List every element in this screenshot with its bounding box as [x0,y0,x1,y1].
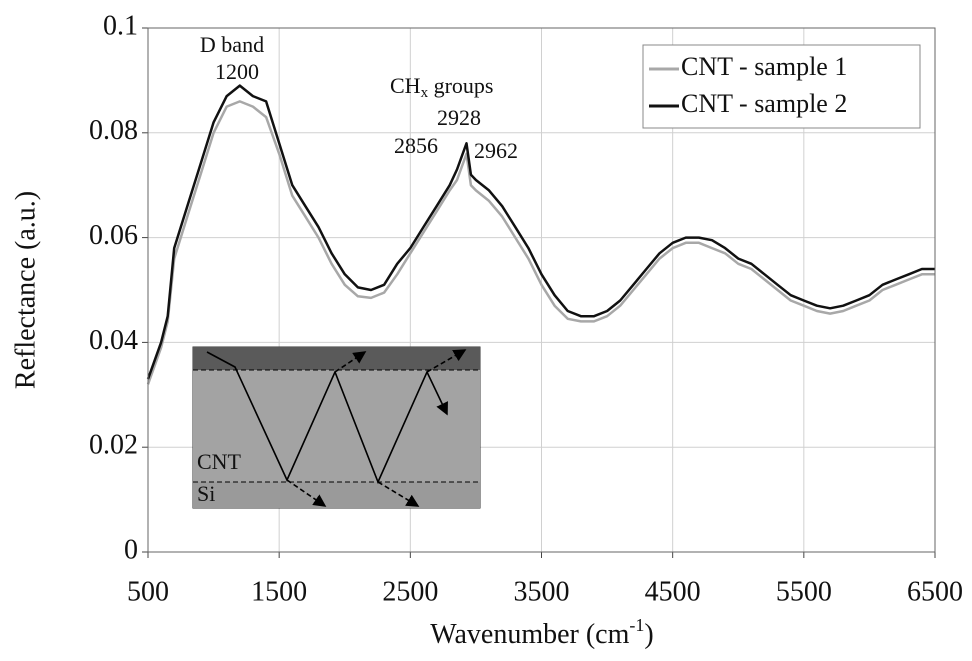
x-tick-label: 1500 [251,576,307,607]
plot-frame [147,27,936,553]
x-tick-label: 5500 [776,576,832,607]
annotation: CH [390,73,421,98]
annotation: 2856 [394,133,438,158]
annotation: 2962 [474,138,518,163]
x-tick-label: 4500 [645,576,701,607]
series-line [146,84,935,380]
annotation: 2928 [437,105,481,130]
y-tick-label: 0 [124,534,138,565]
x-tick-label: 6500 [907,576,963,607]
y-tick-label: 0.1 [103,10,138,41]
inset-label: Si [197,481,215,506]
x-axis-label: ) [644,619,653,650]
x-axis-label: -1 [629,615,644,635]
inset: CNT Si [192,346,481,509]
annotation: D band [200,32,264,57]
annotation: groups [428,73,493,98]
y-tick-label: 0.08 [89,115,138,146]
y-tick-label: 0.06 [89,220,138,251]
y-tick-label: 0.04 [89,325,138,356]
legend-box [642,44,921,129]
x-tick-label: 500 [127,576,169,607]
y-axis-label: Reflectance (a.u.) [10,191,41,389]
annotation: 1200 [215,59,259,84]
inset-label: CNT [197,449,242,474]
legend-label: CNT - sample 2 [681,89,847,118]
annotation: x [421,85,429,101]
annotation: CHx groups [390,73,493,101]
legend-label: CNT - sample 1 [681,52,847,81]
x-tick-label: 3500 [514,576,570,607]
x-tick-label: 2500 [382,576,438,607]
x-axis-label: Wavenumber (cm-1) [430,615,653,650]
y-tick-label: 0.02 [89,430,138,461]
series-line [146,100,935,385]
x-axis-label: Wavenumber (cm [430,619,629,650]
